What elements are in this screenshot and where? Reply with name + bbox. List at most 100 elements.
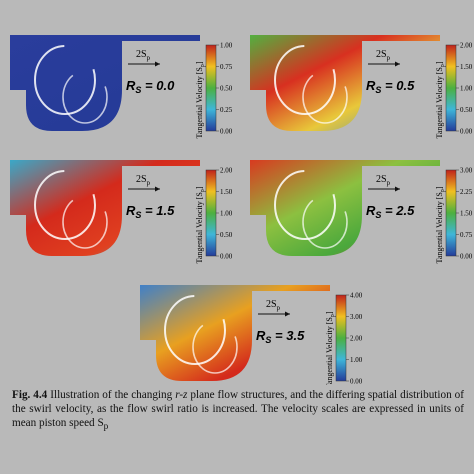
colorbar-title-end: ]: [435, 61, 444, 64]
swirl-ratio-sub: S: [135, 210, 141, 220]
flow-field: [140, 285, 330, 381]
colorbar-title: Tangential Velocity [Sp]: [435, 61, 446, 138]
colorbar-tick-label: 2.00: [220, 167, 233, 175]
velocity-scale-sub: p: [277, 304, 281, 312]
vortex-arrow: [274, 45, 336, 115]
vortex-arrow: [34, 45, 96, 115]
colorbar-tick-label: 0.00: [460, 253, 473, 261]
vortex-arrow: [274, 170, 336, 240]
colorbar-tick-label: 3.00: [350, 313, 363, 321]
vortex-arrow: [62, 195, 108, 249]
colorbar-title-sub: p: [330, 314, 336, 317]
swirl-ratio-sub: S: [135, 85, 141, 95]
colorbar-tick-label: 1.50: [460, 63, 473, 71]
colorbar-tick-label: 1.50: [460, 210, 473, 218]
colorbar-title-text: Tangential Velocity [S: [435, 192, 444, 263]
colorbar-title-end: ]: [325, 311, 334, 314]
colorbar-title: Tangential Velocity [Sp]: [435, 186, 446, 263]
velocity-arrowhead: [285, 311, 290, 317]
flow-field: [10, 160, 200, 256]
velocity-arrowhead: [155, 186, 160, 192]
swirl-ratio-value: = 2.5: [381, 203, 415, 218]
caption-sub: p: [103, 422, 109, 433]
velocity-scale: 2Sp: [136, 49, 151, 62]
colorbar-title-text: Tangential Velocity [S: [435, 67, 444, 138]
colorbar-title: Tangential Velocity [Sp]: [325, 311, 336, 385]
velocity-scale: 2Sp: [136, 174, 151, 187]
colorbar-tick-label: 2.25: [460, 188, 473, 196]
swirl-ratio-symbol: R: [256, 328, 266, 343]
colorbar-tick-label: 0.25: [220, 106, 233, 114]
colorbar-tick-label: 0.75: [460, 231, 473, 239]
colorbar-tick-label: 0.50: [220, 231, 233, 239]
vortex-arrow: [164, 295, 226, 365]
velocity-arrowhead: [395, 61, 400, 67]
colorbar-tick-label: 0.00: [350, 378, 363, 386]
colorbar-title-end: ]: [195, 61, 204, 64]
caption-text: plane flow structures, and the differing…: [12, 389, 464, 429]
colorbar-tick-label: 0.00: [220, 128, 233, 136]
swirl-ratio: RS = 3.5: [256, 328, 305, 345]
flow-field: [250, 35, 440, 131]
swirl-ratio: RS = 0.5: [366, 78, 415, 95]
colorbar-tick-label: 0.00: [220, 253, 233, 261]
swirl-ratio-symbol: R: [126, 78, 136, 93]
velocity-scale-sub: p: [387, 179, 391, 187]
colorbar-title-sub: p: [200, 189, 206, 192]
velocity-scale-text: 2S: [136, 174, 147, 185]
swirl-ratio-sub: S: [375, 85, 381, 95]
vortex-arrow: [302, 70, 348, 124]
velocity-scale-sub: p: [147, 54, 151, 62]
colorbar-tick-label: 1.50: [220, 188, 233, 196]
velocity-scale-sub: p: [387, 54, 391, 62]
colorbar-tick-label: 0.75: [220, 63, 233, 71]
caption-label: Fig. 4.4: [12, 389, 48, 401]
swirl-ratio-sub: S: [375, 210, 381, 220]
velocity-scale: 2Sp: [376, 49, 391, 62]
colorbar-tick-label: 2.00: [350, 335, 363, 343]
vortex-arrow: [34, 170, 96, 240]
colorbar-title-text: Tangential Velocity [S: [325, 317, 334, 385]
swirl-ratio: RS = 0.0: [126, 78, 175, 95]
swirl-ratio: RS = 2.5: [366, 203, 415, 220]
colorbar-title-sub: p: [440, 64, 446, 67]
colorbar-tick-label: 1.00: [460, 85, 473, 93]
colorbar-tick-label: 0.50: [220, 85, 233, 93]
velocity-arrowhead: [395, 186, 400, 192]
colorbar-tick-label: 4.00: [350, 292, 363, 300]
swirl-ratio-symbol: R: [366, 78, 376, 93]
velocity-scale-text: 2S: [266, 299, 277, 310]
vortex-arrow: [62, 70, 108, 124]
swirl-ratio-symbol: R: [126, 203, 136, 218]
colorbar-title-text: Tangential Velocity [S: [195, 67, 204, 138]
velocity-scale: 2Sp: [376, 174, 391, 187]
colorbar-tick-label: 1.00: [220, 210, 233, 218]
velocity-scale-text: 2S: [376, 174, 387, 185]
caption-text: Illustration of the changing: [47, 389, 176, 401]
velocity-scale-sub: p: [147, 179, 151, 187]
colorbar: [335, 294, 347, 382]
swirl-ratio-value: = 3.5: [271, 328, 305, 343]
colorbar-tick-label: 0.00: [460, 128, 473, 136]
colorbar: [445, 44, 457, 132]
colorbar: [205, 44, 217, 132]
vortex-arrow: [302, 195, 348, 249]
colorbar-tick-label: 1.00: [220, 42, 233, 50]
colorbar-title-end: ]: [435, 186, 444, 189]
velocity-arrowhead: [155, 61, 160, 67]
colorbar-title-sub: p: [200, 64, 206, 67]
colorbar-title: Tangential Velocity [Sp]: [195, 61, 206, 138]
swirl-ratio: RS = 1.5: [126, 203, 175, 220]
velocity-scale-text: 2S: [136, 49, 147, 60]
flow-field: [10, 35, 200, 131]
colorbar-tick-label: 2.00: [460, 42, 473, 50]
flow-field: [250, 160, 440, 256]
colorbar: [205, 169, 217, 257]
